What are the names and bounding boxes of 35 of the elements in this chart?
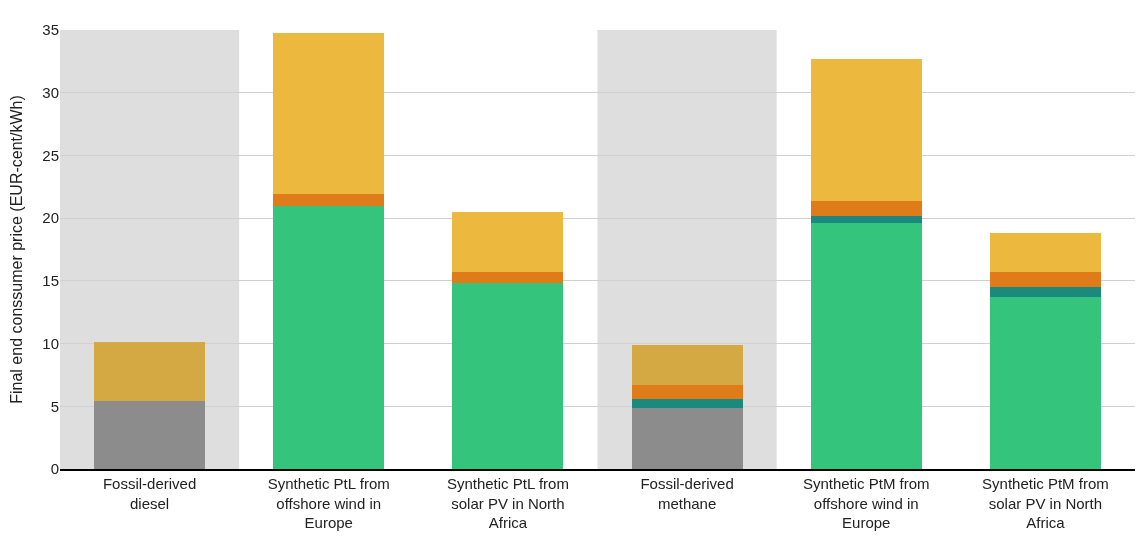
bar (273, 194, 385, 206)
y-tick-label: 10 (42, 334, 59, 352)
bar (631, 398, 743, 408)
bar (810, 200, 922, 216)
bar (452, 283, 564, 469)
y-tick-label: 35 (42, 21, 59, 39)
bar (94, 342, 206, 402)
bar (631, 384, 743, 399)
bar (989, 272, 1101, 288)
bar (989, 297, 1101, 469)
bar (989, 287, 1101, 298)
y-axis-title: Final end conssumer price (EUR-cent/kWh) (8, 95, 26, 404)
bar (452, 272, 564, 284)
bar (631, 407, 743, 469)
x-tick-label: Fossil-derived methane (640, 475, 734, 512)
y-tick-label: 5 (50, 397, 59, 415)
bar (94, 401, 206, 469)
x-tick-label: Fossil-derived diesel (102, 475, 197, 512)
y-tick-label: 0 (50, 460, 59, 478)
bar (810, 215, 922, 224)
y-tick-label: 30 (42, 83, 59, 101)
bar (273, 32, 385, 195)
bar (631, 344, 743, 385)
bar (810, 58, 922, 201)
y-tick-label: 25 (42, 146, 59, 164)
y-tick-label: 15 (42, 272, 59, 290)
bar (273, 205, 385, 469)
x-tick-label: Synthetic PtM from offshore wind in Europe (802, 475, 930, 531)
y-tick-label: 20 (42, 209, 59, 227)
bar (989, 233, 1101, 273)
bar (452, 211, 564, 273)
x-tick-label: Synthetic PtM from solar PV in North Africa (982, 475, 1109, 531)
x-tick-label: Synthetic PtL from offshore wind in Europe (267, 475, 390, 531)
x-tick-label: Synthetic PtL from solar PV in North Africa (446, 475, 569, 531)
bar (810, 223, 922, 469)
